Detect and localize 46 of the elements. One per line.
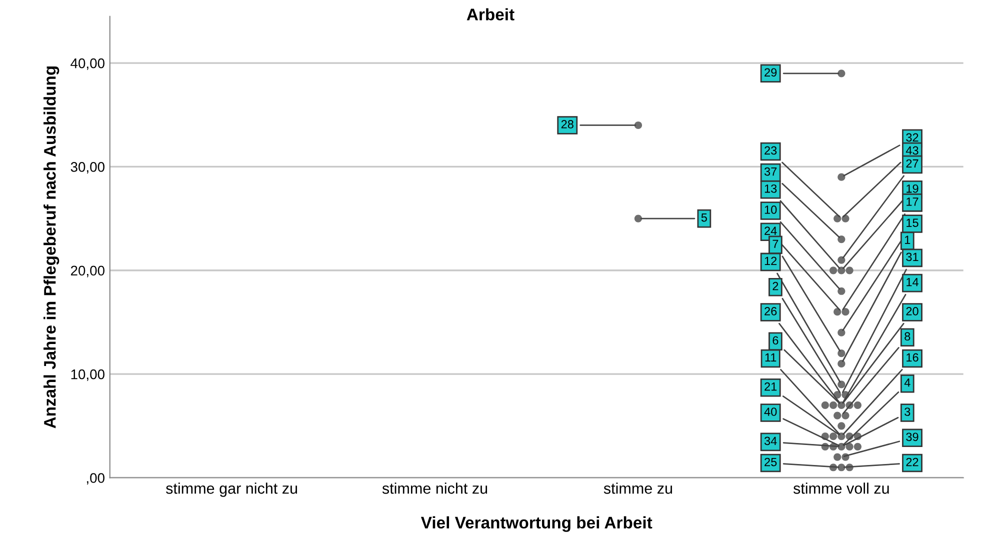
annotation: 31 xyxy=(906,252,918,262)
annotation: 12 xyxy=(764,256,777,266)
annotation: 14 xyxy=(906,278,918,286)
annotation: 23 xyxy=(764,146,777,155)
annotation: 21 xyxy=(764,382,777,391)
annotation: 25 xyxy=(764,458,777,466)
annotation: 10 xyxy=(764,206,777,214)
x-tick-label: stimme voll zu xyxy=(793,482,889,494)
annotation: 16 xyxy=(906,353,918,362)
annotation: 20 xyxy=(906,307,918,316)
annotation: 39 xyxy=(906,432,918,442)
annotation: 43 xyxy=(906,146,918,155)
y-tick-label: 30,00 xyxy=(70,162,104,174)
annotation: 13 xyxy=(764,184,777,193)
y-tick-label: 10,00 xyxy=(71,369,104,381)
annotation: 22 xyxy=(906,458,918,466)
annotation: 32 xyxy=(906,133,918,142)
x-tick-label: stimme zu xyxy=(604,482,672,494)
annotation: 27 xyxy=(906,159,918,168)
annotation: 37 xyxy=(764,167,777,176)
x-axis-title: Viel Verantwortung bei Arbeit xyxy=(420,516,652,532)
y-axis-title: Anzahl Jahre im Pflegeberuf nach Ausbildung xyxy=(44,66,60,428)
annotation: 6 xyxy=(772,336,778,345)
annotation: 8 xyxy=(904,332,910,341)
annotation: 3 xyxy=(904,408,910,416)
annotation: 34 xyxy=(764,436,777,446)
annotation: 26 xyxy=(764,307,777,316)
annotation: 2 xyxy=(772,282,778,290)
chart-title: Arbeit xyxy=(466,8,514,20)
annotation: 19 xyxy=(906,184,918,193)
annotation: 5 xyxy=(701,213,707,222)
annotation: 7 xyxy=(772,240,778,248)
annotation: 28 xyxy=(561,120,574,128)
annotation: 15 xyxy=(906,218,918,227)
x-tick-label: stimme gar nicht zu xyxy=(166,482,298,497)
annotation: 29 xyxy=(764,68,777,77)
annotation: 4 xyxy=(904,378,910,387)
annotation: 40 xyxy=(764,408,777,416)
annotation: 11 xyxy=(765,353,776,362)
annotation: 24 xyxy=(764,226,777,235)
y-tick-label: 20,00 xyxy=(70,266,104,278)
annotation: 17 xyxy=(906,198,918,206)
y-tick-label: 40,00 xyxy=(70,58,104,70)
x-tick-label: stimme nicht zu xyxy=(382,482,488,494)
y-tick-label: ,00 xyxy=(86,473,104,485)
annotation: 1 xyxy=(905,236,910,244)
